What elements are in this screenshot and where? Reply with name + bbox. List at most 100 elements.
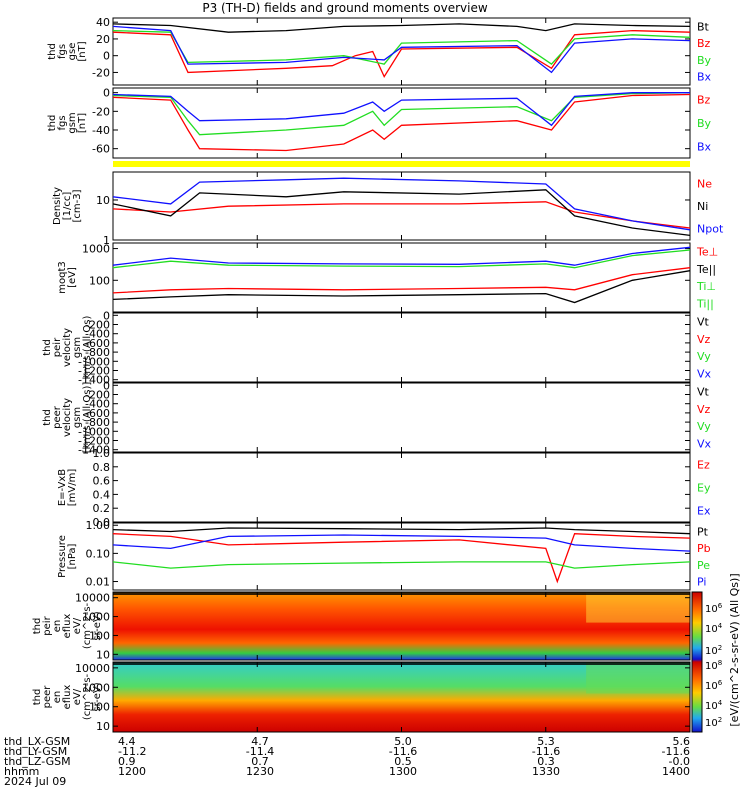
panel-peir_velocity: 0-200-400-600-800-1000-1200-1400 thd peir v… xyxy=(42,309,712,386)
y-axis-label: fgs xyxy=(57,115,68,130)
date-label: 2024 Jul 09 xyxy=(4,775,66,788)
y-tick-label: 0.4 xyxy=(93,488,111,501)
y-tick-label: 10 xyxy=(96,720,110,733)
y-axis-label: Density xyxy=(52,187,63,225)
y-tick-label: 0 xyxy=(103,87,110,100)
series-Te|| xyxy=(112,270,691,304)
legend-Bx: Bx xyxy=(697,71,712,84)
x-tick-label: 0.7 xyxy=(251,755,269,768)
series-Ti⊥ xyxy=(112,246,691,266)
legend-Vt: Vt xyxy=(697,386,710,399)
x-row-label: thd_LY-GSM xyxy=(4,745,67,758)
y-axis-label: velocity xyxy=(62,398,73,437)
y-axis-label: moqt3 xyxy=(57,261,68,294)
colorbar-tick-label: 106 xyxy=(705,602,723,615)
y-tick-label: -800 xyxy=(85,416,110,429)
y-axis-label: thd xyxy=(47,115,58,132)
legend-Pb: Pb xyxy=(697,542,711,555)
y-tick-label: -400 xyxy=(85,398,110,411)
colorbar-tick-label: 102 xyxy=(705,716,722,729)
x-tick-label: 5.6 xyxy=(673,735,691,748)
series-Ni xyxy=(112,189,691,237)
x-tick-label: -11.6 xyxy=(532,745,560,758)
y-tick-label: 1.00 xyxy=(86,519,111,532)
legend-Vy: Vy xyxy=(697,350,711,363)
y-tick-label: 1000 xyxy=(82,681,110,694)
legend-Vx: Vx xyxy=(697,367,712,380)
legend-Ex: Ex xyxy=(697,505,711,518)
x-tick-label: 1230 xyxy=(246,765,274,778)
y-tick-label: -600 xyxy=(85,337,110,350)
x-tick-label: 1200 xyxy=(118,765,146,778)
y-tick-label: 10 xyxy=(96,648,110,661)
panel-efield: 0.00.20.40.60.81.0 E=-VxB [mV/m] Ez Ey Ex xyxy=(57,447,711,529)
panel-peir_spectrogram: 10000 1000 100 10 thd peir en eflux eV/(cm^2-s-s… xyxy=(32,591,691,661)
legend-Te||: Te|| xyxy=(696,263,716,276)
y-tick-label: -60 xyxy=(92,143,110,156)
y-tick-label: 0 xyxy=(103,379,110,392)
y-axis-label: (cm^2-s- xyxy=(82,673,93,720)
x-tick-label: 1300 xyxy=(389,765,417,778)
y-axis-label: thd xyxy=(32,689,43,706)
y-axis-label: Pressure xyxy=(57,535,68,578)
legend-Bz: Bz xyxy=(697,37,711,50)
y-tick-label: 1 xyxy=(103,234,110,247)
y-axis-label: peir xyxy=(42,615,53,635)
legend-Ti⊥: Ti⊥ xyxy=(696,280,716,293)
panel-fgs_gse: 40 20 0 -20 thd fgs gse [nT] Bt Bz By Bx xyxy=(47,16,712,86)
panel-peer_spectrogram: 10000 1000 100 10 thd peer en eflux eV/(cm^2-s-s… xyxy=(32,661,691,733)
y-axis-label: eV/ xyxy=(72,617,83,634)
panel-frame xyxy=(112,312,691,383)
colorbar-tick-label: 104 xyxy=(705,699,723,712)
x-tick-label: -0.0 xyxy=(669,755,690,768)
legend-Te⊥: Te⊥ xyxy=(696,246,718,259)
panel-frame xyxy=(112,17,691,86)
y-tick-label: 100 xyxy=(89,274,110,287)
x-tick-label: 1330 xyxy=(532,765,560,778)
y-axis-label: E=-VxB xyxy=(57,469,68,506)
y-tick-label: -1200 xyxy=(78,365,110,378)
y-tick-label: 100 xyxy=(89,701,110,714)
x-tick-label: -11.4 xyxy=(246,745,274,758)
legend-Vt: Vt xyxy=(697,316,710,329)
y-tick-label: 1000 xyxy=(82,243,110,256)
x-tick-label: 5.3 xyxy=(537,735,555,748)
x-tick-label: 4.4 xyxy=(118,735,136,748)
page-title: P3 (TH-D) fields and ground moments over… xyxy=(202,1,488,15)
x-row-label: hhmm xyxy=(4,765,39,778)
y-tick-label: -800 xyxy=(85,346,110,359)
y-axis-label: sr-eV) xyxy=(92,611,103,640)
y-tick-label: -40 xyxy=(92,124,110,137)
spectrogram-region xyxy=(586,592,690,623)
panel-frame xyxy=(112,522,691,591)
colorbar-tick-label: 102 xyxy=(705,644,722,657)
y-axis-label: [1/cc] xyxy=(62,192,73,221)
panel-density: 10 1 Density [1/cc] [cm-3] Ne Ni Npot xyxy=(52,171,724,247)
legend-Bx: Bx xyxy=(697,140,712,153)
panel-frame xyxy=(112,382,691,453)
colorbar-tick-label: 104 xyxy=(705,622,723,635)
x-tick-label: 4.7 xyxy=(251,735,269,748)
y-tick-label: -1000 xyxy=(78,355,110,368)
legend-Vz: Vz xyxy=(697,403,711,416)
legend-Ti||: Ti|| xyxy=(696,297,714,310)
legend-Ey: Ey xyxy=(697,482,711,495)
data-quality-bar xyxy=(113,161,690,167)
y-axis-label: peer xyxy=(42,685,53,709)
colorbar-label: [eV/(cm^2-s-sr-eV) (All Qs)] xyxy=(728,573,741,726)
y-tick-label: 10000 xyxy=(75,592,110,605)
y-axis-label: eflux xyxy=(62,685,73,710)
colorbar-tick-label: 108 xyxy=(705,659,722,672)
y-axis-label: en xyxy=(52,620,63,633)
legend-Pi: Pi xyxy=(697,576,706,589)
y-axis-label: peer xyxy=(52,405,63,429)
legend-Bz: Bz xyxy=(697,94,711,107)
y-axis-label: sr-eV) xyxy=(92,682,103,711)
legend-By: By xyxy=(697,54,712,67)
series-Bz xyxy=(112,93,691,152)
series-Ne xyxy=(112,201,691,229)
legend-Ez: Ez xyxy=(697,459,710,472)
y-tick-label: 100 xyxy=(89,629,110,642)
